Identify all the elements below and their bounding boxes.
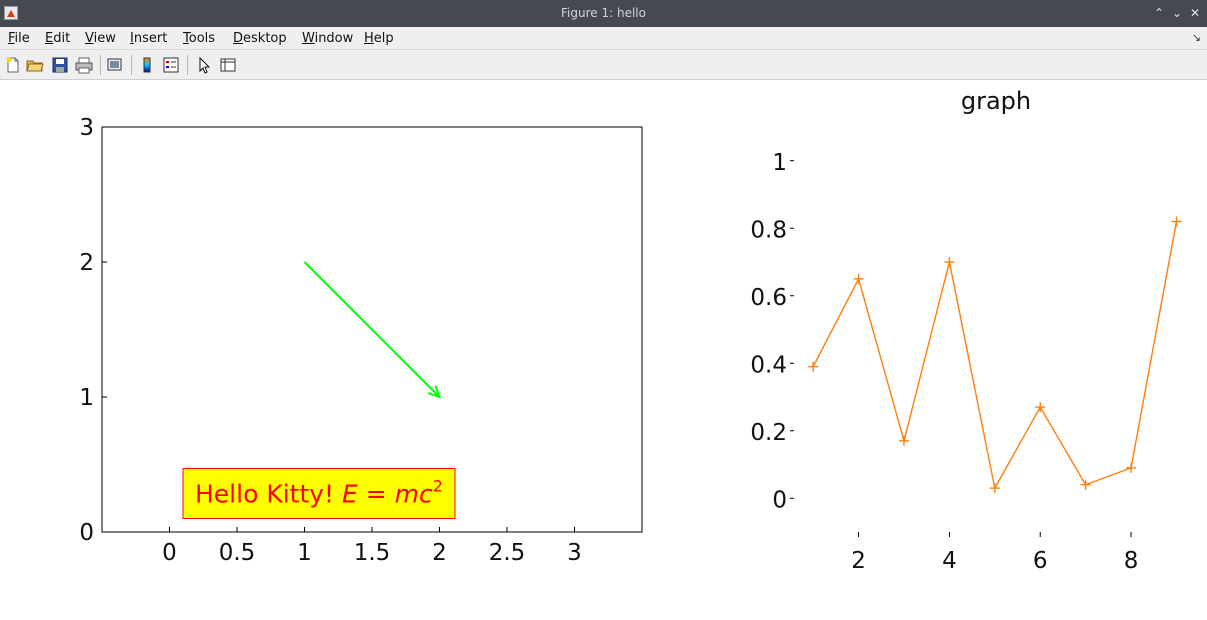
- colorbar-icon[interactable]: [138, 56, 156, 74]
- x-tick-label: 6: [1033, 548, 1048, 574]
- toolbar-separator: [131, 55, 132, 75]
- menu-insert[interactable]: Insert: [130, 31, 167, 46]
- annotation-text-plain: Hello Kitty!: [195, 480, 342, 509]
- annotation-exponent: 2: [433, 477, 443, 496]
- menu-tools-accel: T: [183, 31, 189, 46]
- data-point: [944, 257, 955, 267]
- menu-edit[interactable]: Edit: [45, 31, 70, 46]
- dock-arrow-icon[interactable]: ↘: [1191, 31, 1201, 44]
- x-tick-label: 4: [942, 548, 957, 574]
- data-point: [853, 273, 864, 284]
- menu-view-label: iew: [93, 31, 116, 46]
- figure-canvas[interactable]: 0 0.5 1 1.5 2 2.5 3 0 1 2 3 Hello Kitty! E = mc2 gr…: [0, 80, 1207, 616]
- x-tick-label: 1.5: [354, 540, 391, 566]
- data-point: [989, 483, 1000, 494]
- x-tick-label: 0: [162, 540, 177, 566]
- menu-tools-label: ools: [188, 31, 216, 46]
- window-title: Figure 1: hello: [561, 6, 646, 20]
- y-tick-label: 1: [772, 150, 787, 176]
- y-tick-label: 0: [772, 487, 787, 513]
- open-icon[interactable]: [26, 56, 44, 74]
- x-tick-label: 2.5: [489, 540, 526, 566]
- pointer-icon[interactable]: [196, 56, 214, 74]
- x-tick-label: 1: [297, 540, 312, 566]
- x-tick-label: 2: [432, 540, 447, 566]
- series-line: [812, 221, 1178, 491]
- annotation-box: [182, 468, 456, 519]
- minimize-icon[interactable]: ⌄: [1171, 6, 1183, 20]
- menu-window[interactable]: Window: [302, 31, 353, 46]
- figure-toolbar: [0, 50, 1207, 80]
- link-plot-icon[interactable]: [106, 56, 124, 74]
- toolbar-separator: [187, 55, 188, 75]
- menu-insert-label: nsert: [133, 31, 168, 46]
- y-tick-label: 3: [79, 115, 94, 141]
- close-icon[interactable]: ✕: [1189, 6, 1201, 20]
- annotation-text: Hello Kitty! E = mc2: [195, 477, 443, 509]
- menu-view-accel: V: [85, 31, 94, 46]
- menu-bar: File Edit View Insert Tools Desktop Wind…: [0, 27, 1207, 50]
- y-tick-label: 1: [79, 385, 94, 411]
- menu-file-label: ile: [14, 31, 30, 46]
- menu-desktop-label: esktop: [243, 31, 287, 46]
- menu-help[interactable]: Help: [364, 31, 394, 46]
- y-tick-label: 0.6: [750, 285, 787, 311]
- menu-help-accel: H: [364, 31, 374, 46]
- menu-edit-accel: E: [45, 31, 54, 46]
- menu-file[interactable]: File: [8, 31, 30, 46]
- menu-view[interactable]: View: [85, 31, 116, 46]
- maximize-icon[interactable]: ⌃: [1153, 6, 1165, 20]
- axes-right[interactable]: graph 0 0.2 0.4 0.6 0.8 1 2 4 6 8: [750, 87, 1182, 574]
- menu-edit-label: dit: [53, 31, 71, 46]
- x-tick-label: 2: [851, 548, 866, 574]
- data-point: [1080, 479, 1091, 490]
- y-tick-label: 0.2: [750, 420, 787, 446]
- menu-file-accel: F: [8, 31, 15, 46]
- toolbar-separator: [100, 55, 101, 75]
- data-point: [1035, 402, 1046, 413]
- print-icon[interactable]: [75, 56, 93, 74]
- y-tick-label: 0.4: [750, 352, 787, 378]
- y-tick-label: 0.8: [750, 217, 787, 243]
- data-point: [898, 435, 909, 446]
- annotation-arrow-line: [303, 261, 441, 398]
- menu-desktop-accel: D: [233, 31, 244, 46]
- legend-icon[interactable]: [162, 56, 180, 74]
- menu-desktop[interactable]: Desktop: [233, 31, 287, 46]
- menu-tools[interactable]: Tools: [183, 31, 215, 46]
- save-icon[interactable]: [51, 56, 69, 74]
- data-point: [1126, 462, 1137, 473]
- data-point: [808, 361, 819, 372]
- y-tick-label: 0: [79, 520, 94, 546]
- menu-help-label: elp: [373, 31, 394, 46]
- window-titlebar[interactable]: Figure 1: hello ⌃ ⌄ ✕: [0, 0, 1207, 27]
- chart-title: graph: [961, 87, 1031, 115]
- new-figure-icon[interactable]: [4, 56, 22, 74]
- matlab-icon: [4, 6, 18, 20]
- property-editor-icon[interactable]: [219, 56, 237, 74]
- annotation-math: E = mc: [342, 480, 433, 509]
- annotation-arrow-head: [427, 385, 442, 399]
- x-tick-label: 3: [567, 540, 582, 566]
- menu-window-accel: W: [302, 31, 315, 46]
- x-tick-label: 8: [1124, 548, 1139, 574]
- menu-window-label: indow: [314, 31, 354, 46]
- annotation-textbox: Hello Kitty! E = mc2: [182, 468, 456, 519]
- menu-insert-accel: I: [130, 31, 134, 46]
- data-point: [1171, 216, 1182, 227]
- x-tick-label: 0.5: [219, 540, 256, 566]
- y-tick-label: 2: [79, 250, 94, 276]
